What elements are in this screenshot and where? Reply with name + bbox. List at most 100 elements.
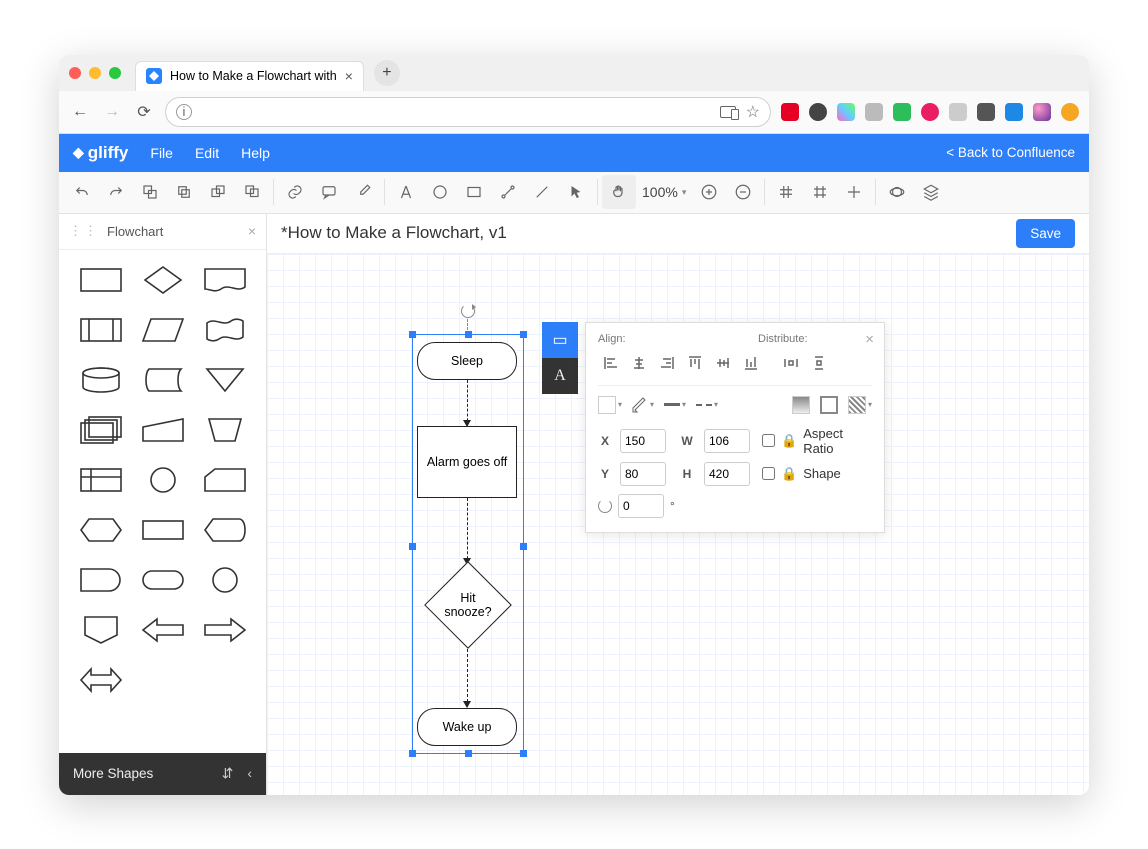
close-panel-icon[interactable]: × (248, 223, 256, 239)
shape-extract[interactable] (198, 362, 252, 398)
shape-arrow-both[interactable] (74, 662, 128, 698)
redo-button[interactable] (99, 175, 133, 209)
forward-button[interactable]: → (101, 103, 123, 121)
shape-process[interactable] (74, 262, 128, 298)
app-logo[interactable]: gliffy (73, 143, 128, 163)
node-alarm[interactable]: Alarm goes off (417, 426, 517, 498)
shape-internal[interactable] (74, 462, 128, 498)
eyedropper-button[interactable] (346, 175, 380, 209)
node-wake[interactable]: Wake up (417, 708, 517, 746)
handle-nw[interactable] (409, 331, 416, 338)
copy-button[interactable] (167, 175, 201, 209)
canvas[interactable]: Sleep Alarm goes off Hit snooze? Wake up (267, 254, 1089, 795)
handle-e[interactable] (520, 543, 527, 550)
zoom-out-button[interactable] (726, 175, 760, 209)
border-swatch[interactable] (820, 396, 838, 414)
tab-close-icon[interactable]: × (345, 68, 353, 84)
rotate-handle-icon[interactable] (461, 304, 475, 318)
comment-button[interactable] (312, 175, 346, 209)
close-props-icon[interactable]: × (865, 331, 874, 348)
ext-blue-icon[interactable] (1005, 103, 1023, 121)
node-snooze[interactable]: Hit snooze? (424, 561, 512, 649)
shape-tab-icon[interactable]: ▭ (542, 322, 578, 358)
stroke-color-picker[interactable] (632, 397, 654, 413)
group-button[interactable] (133, 175, 167, 209)
dist-h-button[interactable] (778, 351, 804, 375)
handle-sw[interactable] (409, 750, 416, 757)
shape-decision[interactable] (136, 262, 190, 298)
grid-toggle-button[interactable] (769, 175, 803, 209)
shape-terminator[interactable] (136, 562, 190, 598)
connector-3[interactable] (467, 649, 468, 707)
aspect-checkbox[interactable] (762, 434, 775, 447)
pointer-tool-button[interactable] (559, 175, 593, 209)
align-top-button[interactable] (682, 351, 708, 375)
handle-se[interactable] (520, 750, 527, 757)
shape-arrow-right[interactable] (198, 612, 252, 648)
shape-stored[interactable] (136, 362, 190, 398)
ext-color-icon[interactable] (837, 103, 855, 121)
connector-tool-button[interactable] (491, 175, 525, 209)
maximize-window-icon[interactable] (109, 67, 121, 79)
align-center-button[interactable] (626, 351, 652, 375)
handle-w[interactable] (409, 543, 416, 550)
fill-color-picker[interactable] (598, 396, 622, 414)
w-input[interactable] (704, 429, 750, 453)
rect-tool-button[interactable] (457, 175, 491, 209)
menu-edit[interactable]: Edit (195, 145, 219, 161)
back-to-confluence-link[interactable]: < Back to Confluence (946, 145, 1075, 160)
rotation-input[interactable] (618, 494, 664, 518)
menu-file[interactable]: File (150, 145, 173, 161)
pan-tool-button[interactable] (602, 175, 636, 209)
shape-manual-op[interactable] (198, 412, 252, 448)
zoom-level[interactable]: 100% (636, 184, 692, 200)
browser-tab[interactable]: How to Make a Flowchart with × (135, 61, 364, 91)
handle-ne[interactable] (520, 331, 527, 338)
save-button[interactable]: Save (1016, 219, 1075, 248)
back-button[interactable]: ← (69, 103, 91, 121)
handle-s[interactable] (465, 750, 472, 757)
profile-avatar-icon[interactable] (1033, 103, 1051, 121)
panel-tab[interactable]: ⋮⋮ Flowchart × (59, 214, 266, 250)
shape-display[interactable] (198, 512, 252, 548)
more-shapes-bar[interactable]: More Shapes ⇵ ‹ (59, 753, 266, 795)
front-button[interactable] (201, 175, 235, 209)
zoom-in-button[interactable] (692, 175, 726, 209)
shape-manual-input[interactable] (136, 412, 190, 448)
ext-pinterest-icon[interactable] (781, 103, 799, 121)
text-tab-icon[interactable]: A (542, 358, 578, 394)
undo-button[interactable] (65, 175, 99, 209)
circle-tool-button[interactable] (423, 175, 457, 209)
reload-button[interactable]: ⟳ (133, 102, 155, 122)
close-window-icon[interactable] (69, 67, 81, 79)
dist-v-button[interactable] (806, 351, 832, 375)
ext-grey-icon[interactable] (865, 103, 883, 121)
snap-button[interactable] (803, 175, 837, 209)
shape-connector[interactable] (136, 462, 190, 498)
shape-predefined[interactable] (74, 312, 128, 348)
align-bottom-button[interactable] (738, 351, 764, 375)
minimize-window-icon[interactable] (89, 67, 101, 79)
drag-handle-icon[interactable]: ⋮⋮ (69, 223, 99, 239)
align-middle-button[interactable] (710, 351, 736, 375)
layers-button[interactable] (914, 175, 948, 209)
site-info-icon[interactable]: i (176, 104, 192, 120)
shape-lock-checkbox[interactable] (762, 467, 775, 480)
bookmark-star-icon[interactable]: ☆ (746, 102, 760, 122)
node-sleep[interactable]: Sleep (417, 342, 517, 380)
h-input[interactable] (704, 462, 750, 486)
new-tab-button[interactable]: + (374, 60, 400, 86)
line-tool-button[interactable] (525, 175, 559, 209)
responsive-icon[interactable] (720, 106, 736, 118)
text-tool-button[interactable] (389, 175, 423, 209)
ext-dark-icon[interactable] (977, 103, 995, 121)
ext-pink-icon[interactable] (921, 103, 939, 121)
ext-alert-icon[interactable] (1061, 103, 1079, 121)
hide-panel-icon[interactable]: ‹ (247, 765, 252, 782)
back-button-z[interactable] (235, 175, 269, 209)
shape-subroutine[interactable] (136, 512, 190, 548)
link-button[interactable] (278, 175, 312, 209)
gradient-swatch[interactable] (792, 396, 810, 414)
shape-or[interactable] (198, 562, 252, 598)
shape-preparation[interactable] (74, 512, 128, 548)
